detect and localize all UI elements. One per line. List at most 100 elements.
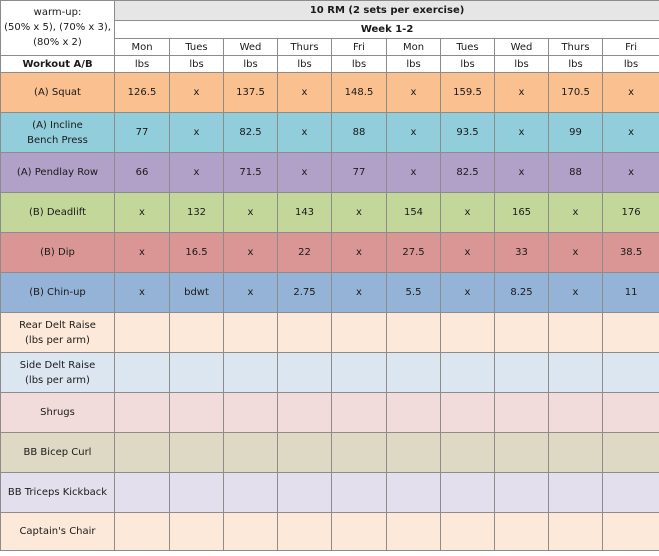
weight-cell[interactable]: 159.5 [440, 72, 495, 113]
weight-cell[interactable]: x [223, 272, 278, 313]
weight-cell[interactable] [601, 472, 659, 513]
unit-header[interactable]: lbs [440, 55, 495, 73]
weight-cell[interactable] [277, 432, 332, 473]
weight-cell[interactable] [440, 432, 495, 473]
weight-cell[interactable] [169, 392, 224, 433]
exercise-name-cell[interactable]: BB Triceps Kickback [0, 472, 115, 513]
weight-cell[interactable] [223, 512, 278, 551]
weight-cell[interactable] [223, 312, 278, 353]
weight-cell[interactable] [277, 352, 332, 393]
weight-cell[interactable]: x [494, 112, 549, 153]
weight-cell[interactable]: 143 [277, 192, 332, 233]
day-header[interactable]: Wed [223, 38, 278, 56]
weight-cell[interactable]: bdwt [169, 272, 224, 313]
weight-cell[interactable]: 71.5 [223, 152, 278, 193]
unit-header[interactable]: lbs [494, 55, 549, 73]
weight-cell[interactable]: x [494, 72, 549, 113]
weight-cell[interactable]: x [386, 152, 441, 193]
weight-cell[interactable]: x [601, 72, 659, 113]
weight-cell[interactable] [601, 352, 659, 393]
day-header[interactable]: Thurs [277, 38, 332, 56]
weight-cell[interactable] [277, 512, 332, 551]
weight-cell[interactable]: x [223, 192, 278, 233]
weight-cell[interactable]: 11 [601, 272, 659, 313]
weight-cell[interactable]: x [386, 112, 441, 153]
weight-cell[interactable] [494, 472, 549, 513]
weight-cell[interactable] [548, 312, 603, 353]
warmup-note[interactable]: warm-up: (50% x 5), (70% x 3), (80% x 2) [0, 0, 115, 56]
weight-cell[interactable]: 77 [331, 152, 387, 193]
weight-cell[interactable] [114, 392, 170, 433]
weight-cell[interactable] [169, 312, 224, 353]
weight-cell[interactable] [114, 512, 170, 551]
weight-cell[interactable]: 82.5 [223, 112, 278, 153]
unit-header[interactable]: lbs [548, 55, 603, 73]
exercise-name-cell[interactable]: Rear Delt Raise (lbs per arm) [0, 312, 115, 353]
weight-cell[interactable]: 93.5 [440, 112, 495, 153]
weight-cell[interactable] [494, 392, 549, 433]
weight-cell[interactable]: 66 [114, 152, 170, 193]
weight-cell[interactable] [169, 472, 224, 513]
exercise-name-cell[interactable]: (B) Chin-up [0, 272, 115, 313]
day-header[interactable]: Wed [494, 38, 549, 56]
day-header[interactable]: Tues [169, 38, 224, 56]
weight-cell[interactable] [331, 472, 387, 513]
weight-cell[interactable] [386, 352, 441, 393]
weight-cell[interactable]: 176 [601, 192, 659, 233]
sheet-title[interactable]: 10 RM (2 sets per exercise) [113, 0, 659, 21]
day-header[interactable]: Fri [331, 38, 387, 56]
weight-cell[interactable]: x [169, 112, 224, 153]
exercise-name-cell[interactable]: (A) Squat [0, 72, 115, 113]
weight-cell[interactable]: 2.75 [277, 272, 332, 313]
weight-cell[interactable]: x [277, 152, 332, 193]
weight-cell[interactable]: 88 [331, 112, 387, 153]
weight-cell[interactable]: x [331, 272, 387, 313]
weight-cell[interactable] [440, 512, 495, 551]
weight-cell[interactable] [331, 352, 387, 393]
exercise-name-cell[interactable]: BB Bicep Curl [0, 432, 115, 473]
weight-cell[interactable]: 126.5 [114, 72, 170, 113]
weight-cell[interactable]: 154 [386, 192, 441, 233]
weight-cell[interactable]: 27.5 [386, 232, 441, 273]
exercise-name-cell[interactable]: Side Delt Raise (lbs per arm) [0, 352, 115, 393]
weight-cell[interactable] [386, 392, 441, 433]
weight-cell[interactable] [548, 352, 603, 393]
weight-cell[interactable]: x [440, 192, 495, 233]
exercise-name-cell[interactable]: (A) Incline Bench Press [0, 112, 115, 153]
weight-cell[interactable]: x [331, 192, 387, 233]
weight-cell[interactable] [440, 392, 495, 433]
weight-cell[interactable]: x [440, 232, 495, 273]
weight-cell[interactable] [494, 432, 549, 473]
day-header[interactable]: Fri [601, 38, 659, 56]
weight-cell[interactable] [223, 472, 278, 513]
exercise-name-cell[interactable]: (B) Deadlift [0, 192, 115, 233]
weight-cell[interactable] [114, 472, 170, 513]
unit-header[interactable]: lbs [386, 55, 441, 73]
weight-cell[interactable]: x [601, 152, 659, 193]
weight-cell[interactable] [386, 312, 441, 353]
weight-cell[interactable] [440, 472, 495, 513]
weight-cell[interactable]: x [114, 192, 170, 233]
weight-cell[interactable]: x [548, 192, 603, 233]
weight-cell[interactable] [548, 432, 603, 473]
weight-cell[interactable] [223, 432, 278, 473]
weight-cell[interactable] [331, 312, 387, 353]
weight-cell[interactable]: x [277, 112, 332, 153]
weight-cell[interactable]: x [114, 232, 170, 273]
weight-cell[interactable]: 16.5 [169, 232, 224, 273]
weight-cell[interactable]: x [440, 272, 495, 313]
weight-cell[interactable]: x [169, 152, 224, 193]
weight-cell[interactable]: x [277, 72, 332, 113]
weight-cell[interactable] [386, 472, 441, 513]
weight-cell[interactable] [277, 472, 332, 513]
unit-header[interactable]: lbs [277, 55, 332, 73]
weight-cell[interactable]: 132 [169, 192, 224, 233]
weight-cell[interactable] [331, 392, 387, 433]
workout-label[interactable]: Workout A/B [0, 55, 115, 73]
weight-cell[interactable]: x [331, 232, 387, 273]
weight-cell[interactable]: x [548, 272, 603, 313]
weight-cell[interactable]: x [223, 232, 278, 273]
weight-cell[interactable] [114, 432, 170, 473]
weight-cell[interactable] [114, 352, 170, 393]
exercise-name-cell[interactable]: Captain's Chair [0, 512, 115, 551]
